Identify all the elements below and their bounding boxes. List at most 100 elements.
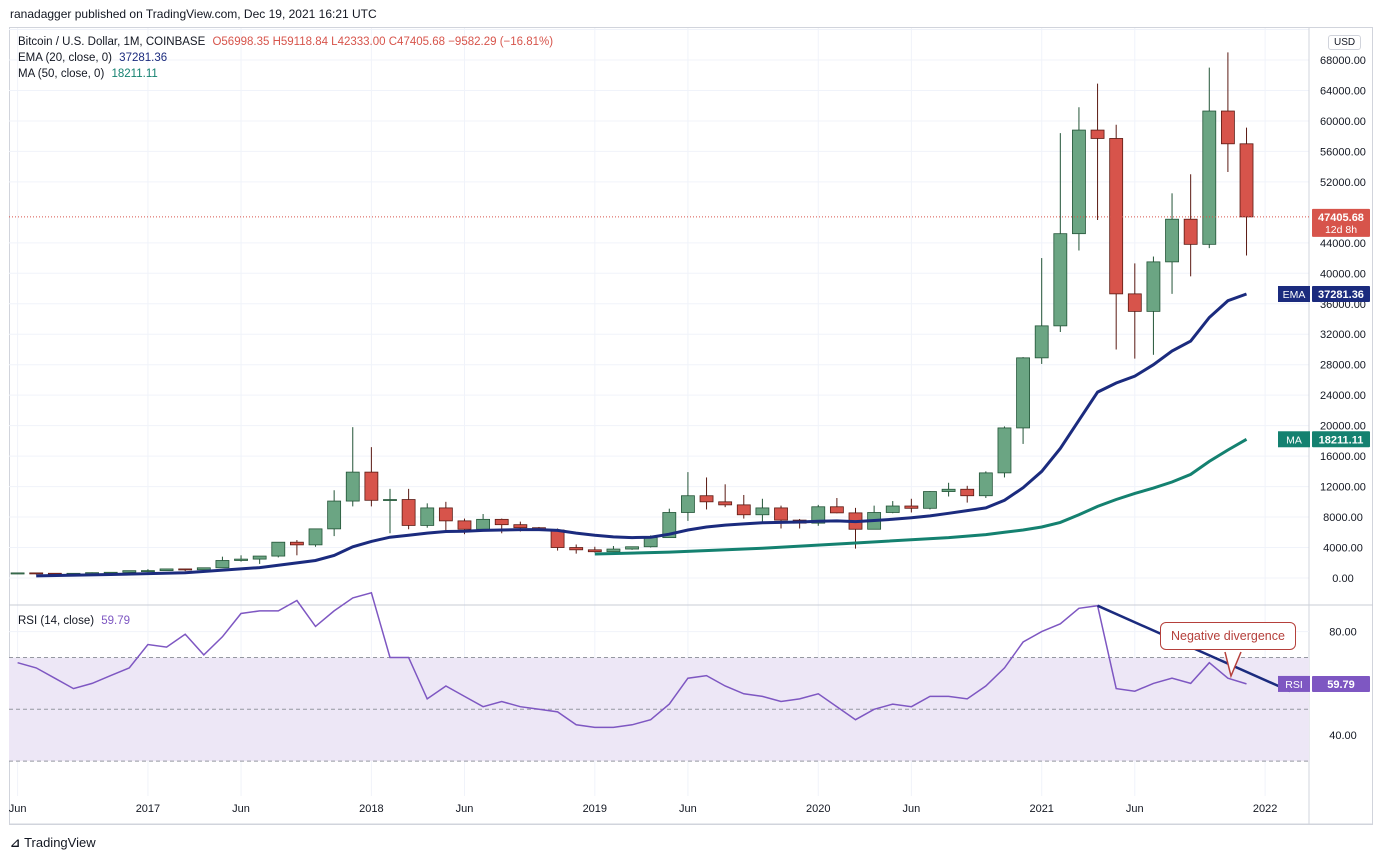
candle-body: [401, 499, 416, 526]
candle-body: [513, 524, 528, 529]
time-tick-label: 2018: [359, 803, 383, 815]
candle-body: [457, 520, 472, 530]
candle-body: [1109, 138, 1124, 295]
candle-body: [1090, 129, 1105, 139]
price-tick-label: 40000.00: [1320, 268, 1366, 280]
candle-body: [923, 491, 937, 509]
candle-body: [345, 471, 360, 502]
candles: [10, 52, 1254, 575]
candle-body: [1239, 143, 1254, 218]
legend-ema-label: EMA (20, close, 0): [18, 52, 112, 64]
candle-body: [774, 507, 788, 521]
ema-tag: EMA 37281.36: [1278, 286, 1370, 303]
price-tick-label: 24000.00: [1320, 390, 1366, 402]
ema-tag-label-bg: [1278, 286, 1310, 303]
candle-body: [625, 546, 639, 550]
ema-tag-label: EMA: [1283, 289, 1306, 301]
candle-body: [159, 568, 174, 572]
legend-ema-value: 37281.36: [119, 52, 168, 64]
rsi-band: [9, 657, 1309, 762]
price-tick-label: 16000.00: [1320, 451, 1366, 463]
price-tick-label: 56000.00: [1320, 146, 1366, 158]
price-tick-label: 20000.00: [1320, 421, 1366, 433]
candle-body: [420, 507, 435, 526]
last-price-tag-value-bg: [1312, 208, 1370, 237]
price-tick-label: 32000.00: [1320, 329, 1366, 341]
legend-symbol: Bitcoin / U.S. Dollar, 1M, COINBASE O569…: [18, 34, 553, 50]
candle-body: [289, 541, 304, 546]
time-tick-label: Jun: [9, 803, 27, 815]
rsi-tag-value: 59.79: [1327, 679, 1355, 691]
candle-body: [885, 505, 900, 513]
candle-body: [438, 507, 453, 522]
candle-body: [327, 500, 342, 530]
candle-body: [122, 570, 137, 573]
candle-body: [1165, 218, 1179, 263]
legend-ma-label: MA (50, close, 0): [18, 68, 105, 80]
candle-body: [643, 537, 658, 548]
ma-tag: MA 18211.11: [1278, 431, 1370, 448]
candle-body: [476, 518, 491, 530]
price-tick-label: 68000.00: [1320, 55, 1366, 67]
legend-rsi-value: 59.79: [101, 615, 131, 627]
candle-body: [1127, 293, 1142, 312]
legend-ema: EMA (20, close, 0) 37281.36: [18, 50, 167, 66]
price-tick-label: 0.00: [1332, 573, 1353, 585]
candle-body: [215, 560, 230, 569]
candle-body: [960, 488, 975, 497]
candle-body: [1221, 110, 1235, 145]
ma-line: [594, 437, 1248, 556]
rsi-line: [17, 591, 1247, 729]
candle-body: [178, 568, 193, 571]
price-tick-label: 8000.00: [1323, 512, 1363, 524]
candle-body: [699, 495, 714, 503]
currency-button[interactable]: USD: [1328, 35, 1362, 50]
price-tick-label: 64000.00: [1320, 85, 1366, 97]
time-tick-label: Jun: [456, 803, 474, 815]
candle-body: [904, 505, 919, 509]
candle-body: [718, 501, 733, 506]
price-tick-label: 60000.00: [1320, 116, 1366, 128]
candle-body: [196, 567, 211, 571]
candle-body: [252, 555, 267, 560]
indicator-lines: [9, 216, 1309, 729]
candle-body: [1034, 325, 1049, 359]
candle-body: [1183, 218, 1198, 245]
candle-body: [1016, 357, 1030, 429]
candle-body: [587, 549, 602, 553]
candle-body: [234, 558, 248, 561]
last-price-tag-countdown: 12d 8h: [1325, 224, 1357, 236]
candle-body: [383, 499, 397, 501]
legend-symbol-name: Bitcoin / U.S. Dollar, 1M, COINBASE: [18, 36, 206, 48]
publisher-line: ranadagger published on TradingView.com,…: [10, 7, 377, 21]
time-tick-label: 2019: [583, 803, 607, 815]
rsi-tag-label-bg: [1278, 675, 1310, 692]
candle-body: [1072, 129, 1086, 235]
candle-body: [1053, 233, 1068, 327]
candle-body: [606, 548, 621, 553]
tradingview-logo-icon: ⊿: [10, 835, 20, 850]
candle-body: [1202, 110, 1217, 245]
candle-body: [1146, 261, 1161, 312]
rsi-tag-value-bg: [1312, 675, 1370, 692]
rsi-tick-label: 40.00: [1329, 730, 1357, 742]
time-tick-label: 2022: [1253, 803, 1277, 815]
time-tick-label: Jun: [902, 803, 920, 815]
candle-body: [141, 570, 155, 573]
ema-tag-value-bg: [1312, 286, 1370, 303]
candle-body: [755, 507, 770, 516]
tradingview-logo[interactable]: ⊿ TradingView: [10, 835, 96, 850]
candle-body: [29, 572, 44, 575]
candle-body: [494, 518, 509, 526]
candle-body: [271, 541, 286, 557]
candle-body: [811, 506, 826, 524]
candle-body: [736, 504, 751, 516]
time-tick-label: 2020: [806, 803, 830, 815]
rsi-pane: [9, 631, 1309, 762]
rsi-tick-label: 80.00: [1329, 627, 1357, 639]
legend-rsi-label: RSI (14, close): [18, 615, 95, 627]
rsi-tag-label: RSI: [1285, 679, 1303, 691]
